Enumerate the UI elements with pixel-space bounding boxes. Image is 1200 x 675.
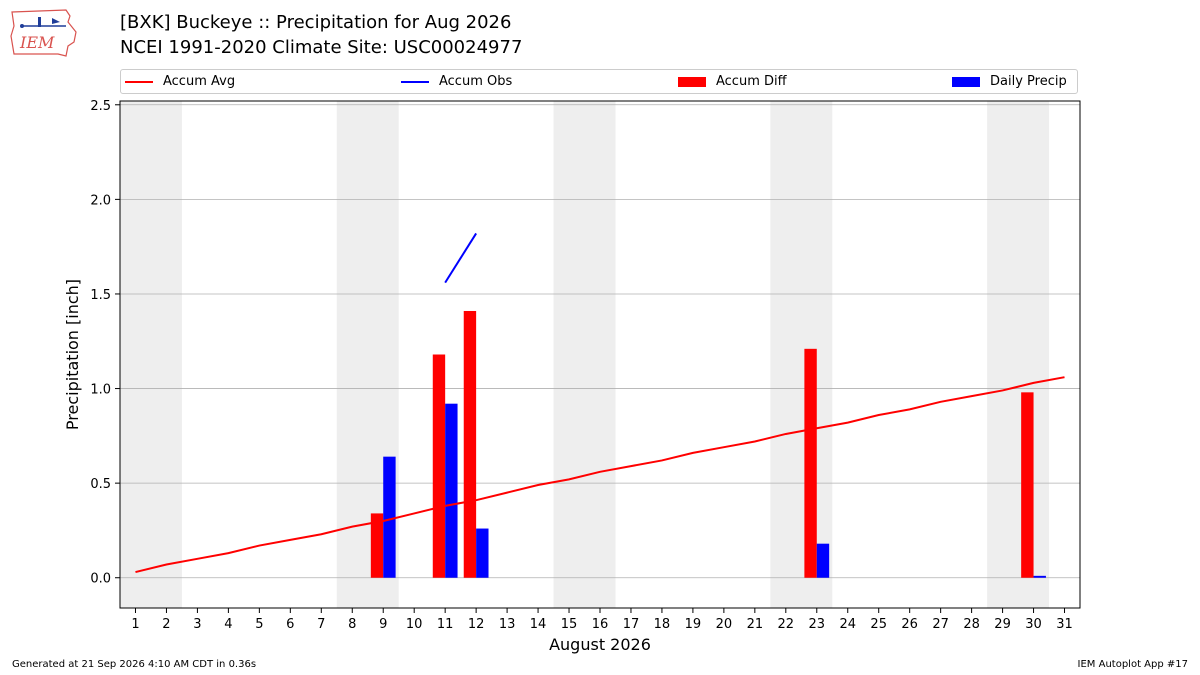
x-tick-label-15: 15 <box>561 617 578 632</box>
bar-accum-diff-day-11 <box>432 354 446 578</box>
weekend-shade-0 <box>120 101 182 608</box>
plot-frame <box>119 100 1081 609</box>
weekend-shade-2 <box>553 101 616 608</box>
x-tick-label-31: 31 <box>1056 617 1073 632</box>
y-tick-label-0: 0.0 <box>90 572 111 587</box>
x-tick-label-13: 13 <box>499 617 516 632</box>
x-tick-label-2: 2 <box>162 617 170 632</box>
series-lines <box>135 232 1065 574</box>
bar-accum-diff-day-9 <box>370 513 384 578</box>
x-tick-label-8: 8 <box>348 617 356 632</box>
legend-swatch-daily-precip <box>952 76 980 87</box>
weekend-shading <box>120 101 1050 608</box>
legend: Accum Avg Accum Obs Accum Diff Daily Pre… <box>120 69 1078 94</box>
x-tick-label-4: 4 <box>224 617 232 632</box>
x-tick-label-20: 20 <box>716 617 733 632</box>
line-accum-obs <box>444 232 477 284</box>
bars <box>370 310 1046 578</box>
legend-item-accum-avg: Accum Avg <box>125 70 235 93</box>
axes: 0.00.51.01.52.02.51 2 3 4 5 6 7 8 9 10 11 12 13 14 15 1… <box>90 99 1072 632</box>
y-tick-label-4: 2.0 <box>90 193 111 208</box>
weekend-shade-1 <box>336 101 399 608</box>
x-tick-label-27: 27 <box>932 617 949 632</box>
y-tick-label-3: 1.5 <box>90 288 111 303</box>
generated-timestamp: Generated at 21 Sep 2026 4:10 AM CDT in … <box>12 659 257 670</box>
legend-swatch-accum-avg <box>125 80 153 83</box>
x-tick-label-29: 29 <box>994 617 1011 632</box>
weekend-shade-3 <box>770 101 833 608</box>
legend-swatch-accum-obs <box>401 80 429 83</box>
x-tick-label-9: 9 <box>379 617 387 632</box>
x-tick-label-22: 22 <box>778 617 795 632</box>
legend-item-daily-precip: Daily Precip <box>952 70 1067 93</box>
x-tick-label-28: 28 <box>963 617 980 632</box>
y-tick-label-5: 2.5 <box>90 99 111 114</box>
legend-label-daily-precip: Daily Precip <box>990 74 1067 89</box>
x-tick-label-23: 23 <box>809 617 826 632</box>
line-accum-avg <box>135 376 1065 574</box>
bar-daily-precip-day-23 <box>816 543 830 578</box>
x-tick-label-12: 12 <box>468 617 485 632</box>
bar-accum-diff-day-12 <box>463 310 477 578</box>
y-axis-label: Precipitation [inch] <box>63 279 82 430</box>
y-tick-label-1: 0.5 <box>90 477 111 492</box>
bar-accum-diff-day-23 <box>804 348 817 578</box>
x-tick-label-6: 6 <box>286 617 294 632</box>
x-tick-label-17: 17 <box>623 617 640 632</box>
legend-item-accum-obs: Accum Obs <box>401 70 512 93</box>
x-tick-label-24: 24 <box>839 617 856 632</box>
legend-swatch-accum-diff <box>678 76 706 87</box>
legend-label-accum-avg: Accum Avg <box>163 74 236 89</box>
bar-daily-precip-day-11 <box>445 403 458 578</box>
x-tick-label-10: 10 <box>406 617 423 632</box>
chart-title: [BXK] Buckeye :: Precipitation for Aug 2… <box>120 12 512 33</box>
x-tick-label-25: 25 <box>870 617 887 632</box>
bar-daily-precip-day-9 <box>383 456 396 578</box>
x-tick-label-11: 11 <box>437 617 454 632</box>
grid-lines <box>120 104 1080 579</box>
x-tick-label-3: 3 <box>193 617 201 632</box>
bar-daily-precip-day-12 <box>476 528 489 578</box>
x-axis-label: August 2026 <box>549 635 651 654</box>
bar-accum-diff-day-30 <box>1021 392 1034 578</box>
x-tick-label-19: 19 <box>685 617 702 632</box>
app-credit: IEM Autoplot App #17 <box>1077 659 1188 670</box>
weekend-shade-4 <box>987 101 1050 608</box>
x-tick-label-5: 5 <box>255 617 263 632</box>
x-tick-label-18: 18 <box>654 617 671 632</box>
legend-label-accum-diff: Accum Diff <box>716 74 787 89</box>
legend-label-accum-obs: Accum Obs <box>439 74 513 89</box>
x-tick-label-21: 21 <box>747 617 764 632</box>
x-tick-label-16: 16 <box>592 617 609 632</box>
svg-text:IEM: IEM <box>19 33 55 52</box>
legend-item-accum-diff: Accum Diff <box>678 70 787 93</box>
iem-logo: IEM <box>10 9 77 57</box>
x-tick-label-30: 30 <box>1025 617 1042 632</box>
chart-subtitle: NCEI 1991-2020 Climate Site: USC00024977 <box>120 37 523 58</box>
y-tick-label-2: 1.0 <box>90 383 111 398</box>
x-tick-label-14: 14 <box>530 617 547 632</box>
x-tick-label-7: 7 <box>317 617 325 632</box>
x-tick-label-26: 26 <box>901 617 918 632</box>
bar-daily-precip-day-30 <box>1033 575 1046 578</box>
x-tick-label-1: 1 <box>131 617 139 632</box>
